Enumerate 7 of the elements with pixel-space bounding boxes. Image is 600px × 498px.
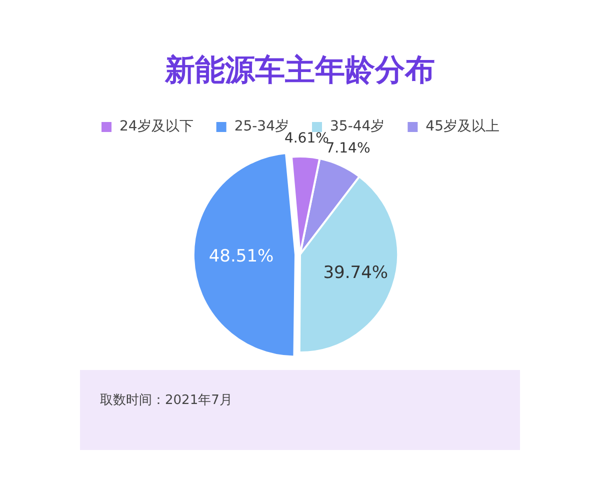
legend-label: 35-44岁 <box>330 118 385 135</box>
data-label: 48.51% <box>208 246 274 266</box>
text: 取数时间：2021年7月 <box>100 392 234 410</box>
data-label: 39.74% <box>323 262 388 283</box>
chart-title: 新能源车主年龄分布 <box>164 52 435 88</box>
legend-label: 24岁及以下 <box>120 118 194 135</box>
legend-label: 45岁及以上 <box>426 118 500 135</box>
